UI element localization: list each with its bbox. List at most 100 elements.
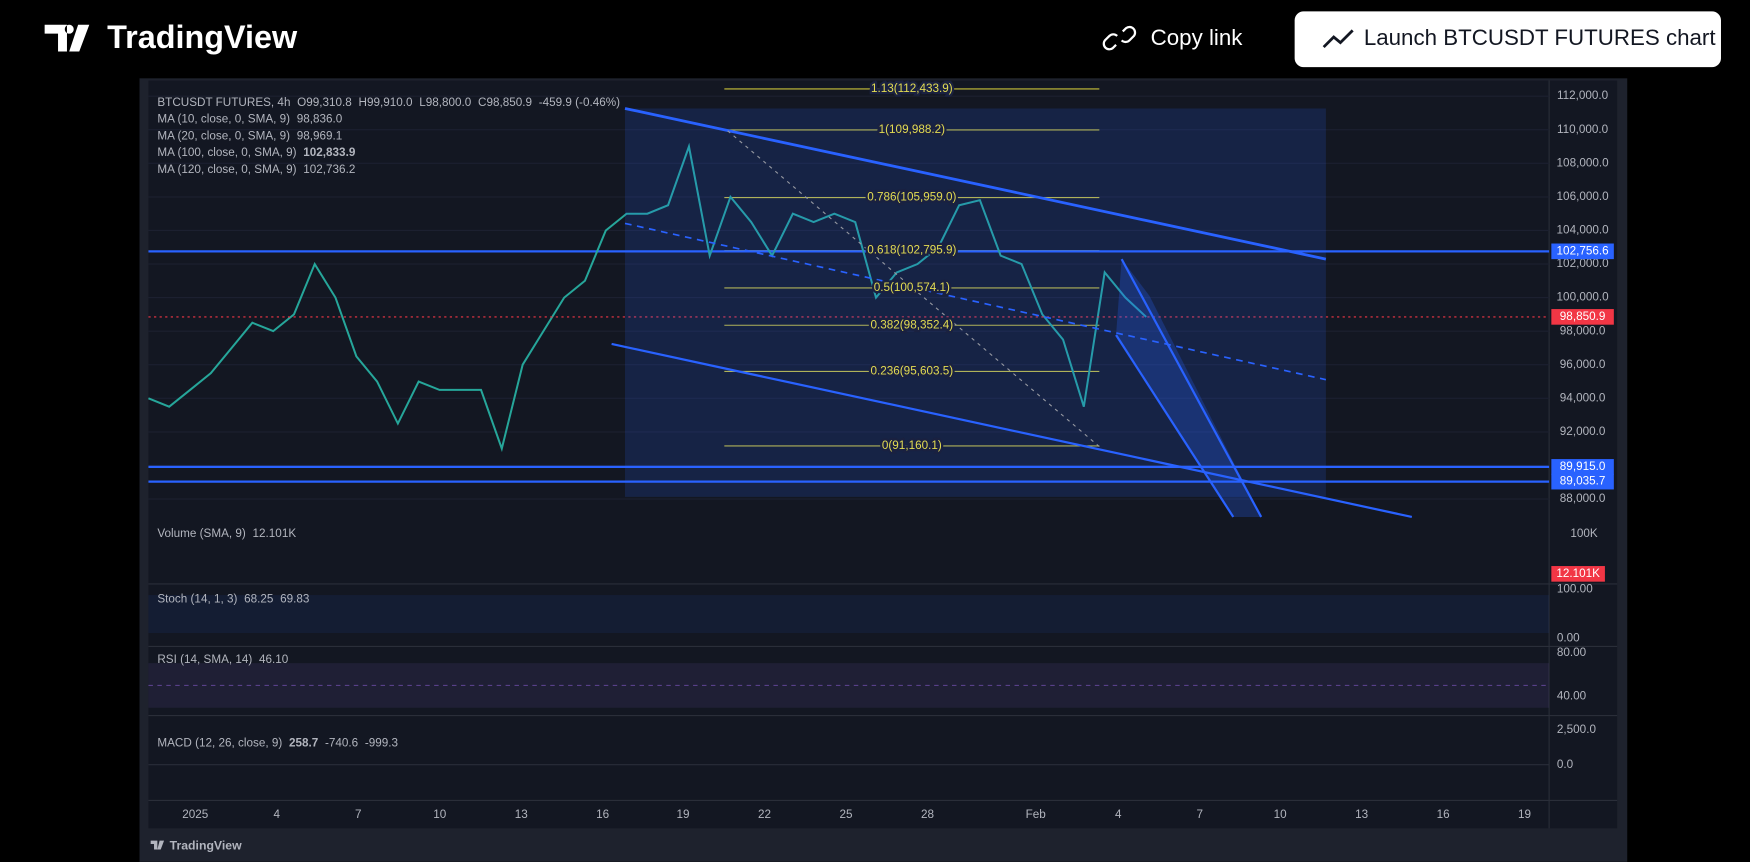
legend-text: O99,310.8 xyxy=(297,96,352,109)
steep-channel xyxy=(1116,259,1262,517)
legend-text: 46.10 xyxy=(259,653,289,666)
legend-text: 102,736.2 xyxy=(303,163,355,176)
channel-mid xyxy=(624,222,1327,381)
x-tick-label: 4 xyxy=(1115,808,1122,821)
volume-axis: 100K xyxy=(1570,527,1598,540)
x-tick-label: 10 xyxy=(433,808,447,821)
fib-label: 0.236(95,603.5) xyxy=(871,364,954,377)
y-tick-label: 102,000.0 xyxy=(1557,257,1610,270)
launch-button[interactable]: Launch BTCUSDT FUTURES chart xyxy=(1294,11,1721,68)
y-tick-label: 92,000.0 xyxy=(1560,425,1606,438)
legend-text: MACD (12, 26, close, 9) xyxy=(157,737,282,750)
legend-text: L98,800.0 xyxy=(419,96,472,109)
legend-text: 69.83 xyxy=(280,593,309,606)
fib-label: 0.786(105,959.0) xyxy=(867,191,956,204)
channel-top xyxy=(624,107,1327,261)
legend-text: RSI (14, SMA, 14) xyxy=(157,653,252,666)
volume-tag xyxy=(1551,566,1605,582)
legend-text: MA (100, close, 0, SMA, 9) xyxy=(157,146,296,159)
y-tick-label: 112,000.0 xyxy=(1557,89,1609,102)
logo-text: TradingView xyxy=(107,19,298,55)
x-tick-label: 7 xyxy=(355,808,362,821)
legend-text: MA (120, close, 0, SMA, 9) xyxy=(157,163,296,176)
fib-label: 0.382(98,352.4) xyxy=(871,318,954,331)
stoch-band xyxy=(148,595,1550,634)
level-tag xyxy=(1551,473,1614,490)
legend-text: Stoch (14, 1, 3) xyxy=(157,593,237,606)
fib-label: 0.618(102,795.9) xyxy=(867,244,956,257)
x-tick-label: 28 xyxy=(921,808,934,821)
legend-text: 68.25 xyxy=(244,593,274,606)
legend-text: -740.6 xyxy=(325,737,358,750)
x-tick-label: 2025 xyxy=(182,808,209,821)
fib-label: 1.13(112,433.9) xyxy=(871,82,953,95)
legend-text: C98,850.9 xyxy=(478,96,532,109)
link-icon xyxy=(1102,25,1137,51)
x-tick-label: 4 xyxy=(274,808,281,821)
sub-panes xyxy=(148,583,1618,766)
y-tick-label: 100,000.0 xyxy=(1557,291,1610,304)
channel-bottom xyxy=(611,342,1413,519)
stoch-axis: 0.00 xyxy=(1557,632,1580,645)
current-tag-label: 98,850.9 xyxy=(1560,310,1606,323)
fib-label: 0(91,160.1) xyxy=(882,439,942,452)
footer: TradingView xyxy=(150,838,242,852)
legend-text: 258.7 xyxy=(289,737,318,750)
y-tick-label: 98,000.0 xyxy=(1560,324,1606,337)
range-shade xyxy=(625,108,1326,497)
button-text: Launch BTCUSDT FUTURES chart xyxy=(1364,25,1717,50)
footer-text: TradingView xyxy=(170,838,242,852)
current-tag xyxy=(1551,309,1614,325)
level-tag xyxy=(1551,459,1614,475)
button-bg xyxy=(1294,11,1721,68)
steep-top xyxy=(1120,258,1263,518)
y-tick-label: 96,000.0 xyxy=(1560,358,1606,371)
legend-text: -999.3 xyxy=(365,737,398,750)
x-tick-label: 13 xyxy=(515,808,528,821)
legend-text: 102,833.9 xyxy=(303,146,356,159)
x-tick-label: 16 xyxy=(596,808,609,821)
y-tick-label: 94,000.0 xyxy=(1560,391,1606,404)
legend-text: 98,836.0 xyxy=(297,113,343,126)
legend-text: MA (20, close, 0, SMA, 9) xyxy=(157,129,290,142)
x-tick-label: 10 xyxy=(1274,808,1288,821)
y-tick-label: 106,000.0 xyxy=(1557,190,1610,203)
level-tag xyxy=(1551,243,1614,260)
fib-label: 0.5(100,574.1) xyxy=(874,281,950,294)
legend-text: BTCUSDT FUTURES, 4h xyxy=(157,96,290,109)
fib-trend xyxy=(727,130,1100,448)
fib-label: 1(109,988.2) xyxy=(879,123,945,136)
y-tick-label: 110,000.0 xyxy=(1557,123,1609,136)
trend-icon xyxy=(1322,29,1354,49)
x-tick-label: 22 xyxy=(758,808,771,821)
x-tick-label: 25 xyxy=(839,808,853,821)
legend-text: Volume (SMA, 9) xyxy=(157,527,246,540)
legend-text: H99,910.0 xyxy=(359,96,413,109)
x-tick-label: 19 xyxy=(677,808,690,821)
macd-axis: 2,500.0 xyxy=(1557,723,1597,736)
volume-tag-label: 12.101K xyxy=(1556,567,1600,580)
x-tick-label: 16 xyxy=(1437,808,1450,821)
y-tick-label: 104,000.0 xyxy=(1557,224,1610,237)
legend-text: 98,969.1 xyxy=(297,129,343,142)
y-tick-label: 108,000.0 xyxy=(1557,156,1610,169)
footer-icon xyxy=(150,840,165,850)
legend-text: 12.101K xyxy=(253,527,297,540)
price-line xyxy=(148,142,1147,453)
chart-area xyxy=(148,80,1618,829)
logo[interactable]: TradingView xyxy=(44,19,298,55)
x-tick-label: 7 xyxy=(1197,808,1204,821)
legend-text: MA (10, close, 0, SMA, 9) xyxy=(157,113,290,126)
rsi-axis: 40.00 xyxy=(1557,690,1587,703)
macd-axis: 0.0 xyxy=(1557,758,1574,771)
copy-link[interactable]: Copy link xyxy=(1102,25,1244,51)
drawings xyxy=(611,107,1413,519)
legend-text: -459.9 (-0.46%) xyxy=(539,96,620,109)
rsi-axis: 80.00 xyxy=(1557,646,1587,659)
stoch-axis: 100.00 xyxy=(1557,583,1593,596)
copy-link-text: Copy link xyxy=(1151,25,1244,50)
x-tick-label: 13 xyxy=(1355,808,1368,821)
x-tick-label: 19 xyxy=(1518,808,1531,821)
